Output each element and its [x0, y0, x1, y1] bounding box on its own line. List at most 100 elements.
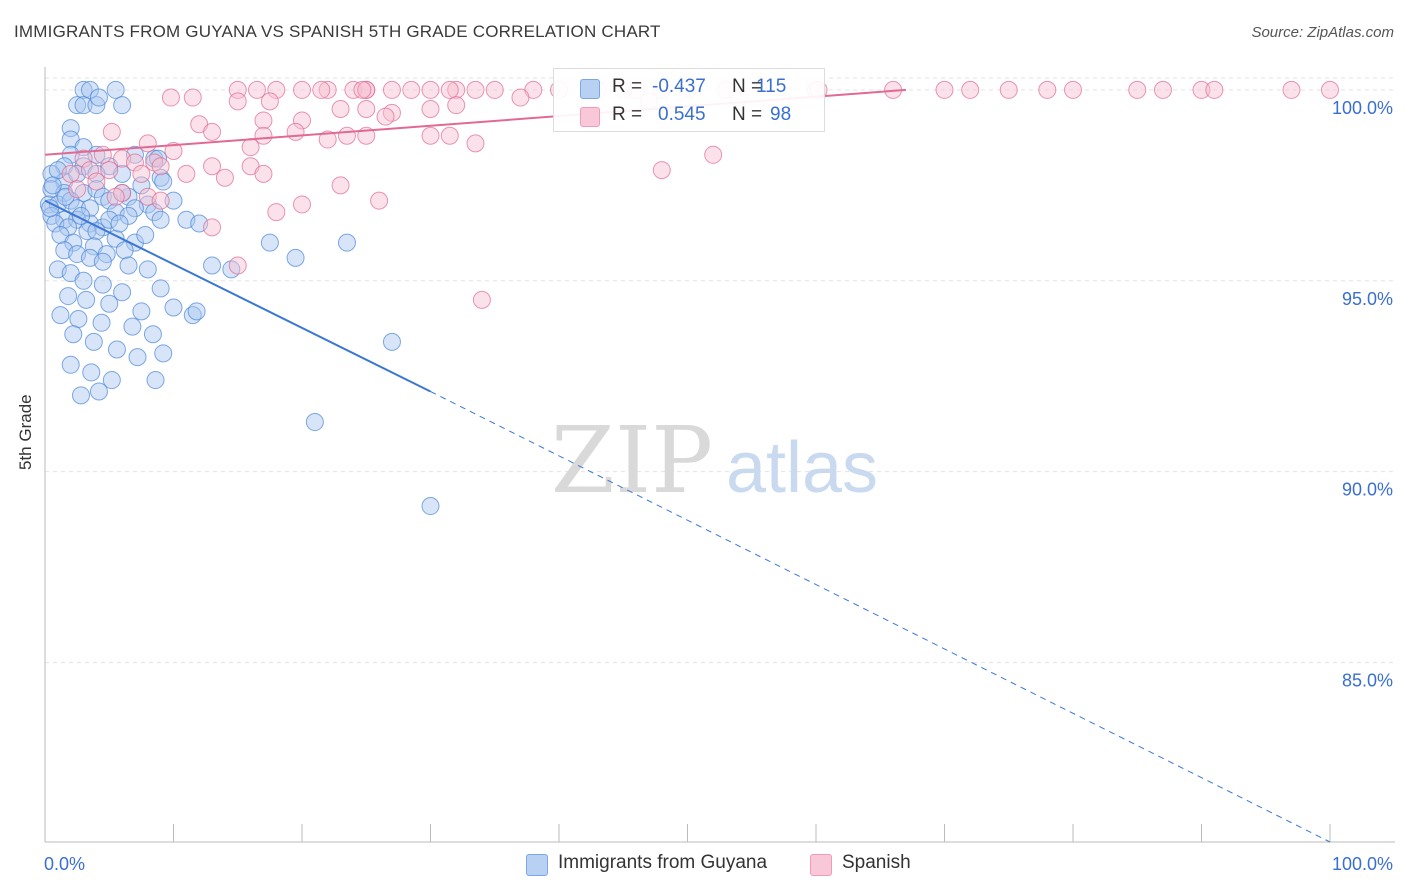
point-guyana: [59, 287, 78, 306]
point-guyana: [154, 172, 173, 191]
watermark-atlas: atlas: [726, 428, 878, 508]
point-spanish: [312, 80, 331, 99]
point-guyana: [93, 252, 112, 271]
point-guyana: [382, 332, 401, 351]
point-guyana: [74, 96, 93, 115]
point-spanish: [357, 80, 376, 99]
point-spanish: [61, 164, 80, 183]
point-spanish: [382, 80, 401, 99]
point-spanish: [132, 164, 151, 183]
point-spanish: [466, 134, 485, 153]
point-spanish: [138, 134, 157, 153]
point-spanish: [100, 161, 119, 180]
point-spanish: [511, 88, 530, 107]
point-guyana: [100, 210, 119, 229]
point-spanish: [125, 153, 144, 172]
point-guyana: [151, 210, 170, 229]
point-spanish: [447, 80, 466, 99]
chart-title: IMMIGRANTS FROM GUYANA VS SPANISH 5TH GR…: [14, 22, 661, 41]
axes: [44, 67, 1395, 843]
point-guyana: [119, 256, 138, 275]
point-guyana: [110, 214, 129, 233]
point-spanish: [1205, 80, 1224, 99]
point-guyana: [337, 233, 356, 252]
point-spanish: [466, 80, 485, 99]
point-guyana: [77, 290, 96, 309]
y-tick-label: 100.0%: [1332, 98, 1393, 118]
point-guyana: [61, 355, 80, 374]
point-spanish: [1153, 80, 1172, 99]
legend-row-spanish: R = 0.545 N = 98: [554, 101, 824, 129]
y-axis-label: 5th Grade: [16, 394, 35, 470]
point-spanish: [485, 80, 504, 99]
point-spanish: [267, 80, 286, 99]
point-guyana: [143, 325, 162, 344]
point-guyana: [64, 325, 83, 344]
point-guyana: [82, 363, 101, 382]
point-spanish: [935, 80, 954, 99]
point-spanish: [254, 111, 273, 130]
point-spanish: [652, 161, 671, 180]
point-spanish: [337, 126, 356, 145]
point-spanish: [961, 80, 980, 99]
x-tick-label: 100.0%: [1332, 854, 1393, 874]
x-tick-label: 0.0%: [44, 854, 85, 874]
point-guyana: [286, 248, 305, 267]
point-spanish: [331, 176, 350, 195]
point-spanish: [353, 80, 372, 99]
point-spanish: [318, 130, 337, 149]
point-guyana: [113, 96, 132, 115]
point-guyana: [84, 332, 103, 351]
point-spanish: [293, 195, 311, 214]
correlation-legend: R = -0.437 N = 115 R = 0.545 N = 98: [553, 68, 825, 132]
point-spanish: [472, 290, 491, 309]
point-spanish: [318, 80, 337, 99]
point-guyana: [74, 80, 93, 99]
point-guyana: [164, 191, 183, 210]
legend-n-label: N =: [732, 76, 763, 97]
trend-line-guyana-extension: [430, 391, 1331, 843]
point-guyana: [421, 497, 440, 516]
point-spanish: [331, 99, 350, 118]
legend-n-label: N =: [732, 104, 763, 125]
point-spanish: [177, 164, 196, 183]
point-spanish: [151, 157, 170, 176]
point-spanish: [1064, 80, 1082, 99]
y-tick-label: 95.0%: [1342, 289, 1393, 309]
legend-swatch-spanish: [580, 107, 600, 127]
point-guyana: [89, 88, 108, 107]
point-guyana: [100, 294, 119, 313]
point-spanish: [1321, 80, 1339, 99]
point-spanish: [293, 80, 311, 99]
point-guyana: [64, 233, 83, 252]
point-spanish: [370, 191, 389, 210]
point-guyana: [128, 348, 147, 367]
legend-n-value: 115: [756, 76, 787, 97]
legend-n-value: 98: [770, 104, 792, 125]
point-guyana: [69, 309, 88, 328]
point-guyana: [146, 371, 165, 390]
trend-line-guyana: [44, 199, 431, 393]
point-spanish: [254, 126, 273, 145]
point-guyana: [119, 206, 138, 225]
point-spanish: [203, 218, 222, 237]
point-guyana: [102, 371, 121, 390]
legend-swatch-guyana: [580, 79, 600, 99]
point-guyana: [132, 302, 151, 321]
point-guyana: [87, 180, 106, 199]
point-spanish: [421, 80, 440, 99]
point-spanish: [74, 149, 93, 168]
legend-label-spanish: Spanish: [842, 852, 911, 873]
point-spanish: [228, 92, 247, 111]
point-spanish: [286, 122, 305, 141]
legend-row-guyana: R = -0.437 N = 115: [554, 73, 824, 101]
point-spanish: [87, 172, 106, 191]
point-guyana: [145, 149, 164, 168]
point-spanish: [102, 122, 121, 141]
point-spanish: [440, 126, 459, 145]
point-spanish: [999, 80, 1018, 99]
legend-r-label: R =: [612, 76, 643, 97]
point-guyana: [43, 176, 62, 195]
point-spanish: [357, 99, 376, 118]
